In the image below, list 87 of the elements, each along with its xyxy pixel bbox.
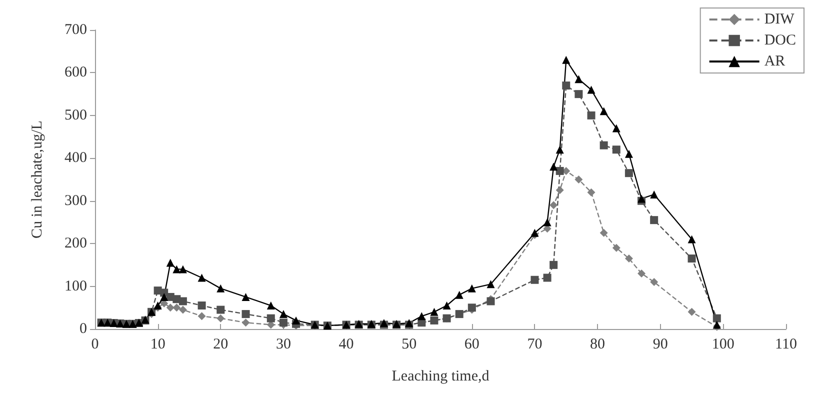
y-tick-label: 300 (64, 192, 87, 209)
point (242, 310, 250, 318)
point (279, 310, 288, 318)
point (455, 290, 464, 299)
point (216, 284, 225, 292)
x-tick-label: 90 (652, 336, 668, 352)
point (266, 314, 275, 322)
point (688, 254, 696, 263)
point (587, 188, 596, 196)
point (600, 141, 608, 150)
point (574, 176, 583, 184)
y-tick-label: 400 (64, 150, 87, 166)
x-tick-label: 60 (464, 336, 480, 352)
y-tick-label: 600 (64, 64, 87, 81)
point (587, 111, 596, 120)
point (574, 75, 583, 84)
y-tick-label: 0 (80, 321, 87, 337)
point (418, 312, 426, 320)
x-axis-title: Leaching time,d (392, 368, 490, 384)
x-tick-label: 20 (213, 336, 228, 352)
y-tick-label: 100 (64, 278, 87, 294)
y-tick-label: 700 (64, 22, 87, 38)
point (624, 254, 633, 263)
x-tick-label: 110 (775, 336, 797, 352)
y-axis-title: Cu in leachate,ug/L (30, 120, 46, 238)
point (198, 274, 206, 282)
x-tick-label: 80 (590, 336, 606, 352)
point (242, 318, 250, 327)
point (712, 314, 721, 322)
point (198, 312, 206, 320)
point (556, 166, 564, 175)
x-tick-label: 100 (712, 336, 734, 352)
point (688, 235, 696, 244)
point (468, 284, 476, 292)
point (216, 314, 225, 322)
point (178, 265, 187, 274)
point (688, 308, 696, 316)
point (178, 306, 187, 314)
legend-label: AR (764, 54, 786, 70)
point (600, 228, 608, 237)
point (562, 56, 570, 64)
point (530, 228, 539, 237)
point (638, 269, 646, 278)
point (556, 186, 564, 194)
point (612, 146, 620, 154)
point (292, 316, 300, 324)
point (160, 292, 168, 301)
point (600, 107, 608, 116)
point (166, 304, 174, 312)
point (612, 244, 620, 252)
point (612, 124, 620, 132)
point (650, 190, 658, 198)
point (562, 82, 570, 90)
point (178, 297, 187, 306)
point (543, 274, 552, 282)
legend-label: DIW (764, 12, 796, 28)
point (530, 276, 539, 284)
point (216, 306, 225, 314)
point (242, 292, 250, 301)
point (574, 90, 583, 98)
point (550, 260, 558, 269)
point (650, 216, 658, 224)
point (172, 265, 181, 274)
x-tick-label: 30 (276, 336, 291, 352)
point (198, 302, 206, 310)
point (166, 258, 174, 267)
point (556, 146, 564, 154)
point (266, 302, 275, 310)
point (543, 218, 552, 226)
point (624, 169, 633, 178)
x-tick-label: 40 (338, 336, 354, 352)
point (486, 280, 495, 288)
x-tick-label: 50 (402, 336, 417, 352)
x-tick-label: 70 (527, 336, 542, 352)
point (587, 86, 596, 94)
point (550, 162, 558, 171)
y-tick-label: 500 (64, 107, 87, 124)
point (550, 201, 558, 210)
point (430, 308, 438, 316)
point (650, 278, 658, 286)
legend-label: DOC (764, 32, 796, 48)
y-tick-label: 200 (64, 236, 87, 252)
point (624, 150, 633, 158)
x-tick-label: 0 (91, 336, 99, 352)
point (172, 304, 181, 312)
point (442, 302, 451, 310)
x-tick-label: 10 (150, 336, 166, 352)
